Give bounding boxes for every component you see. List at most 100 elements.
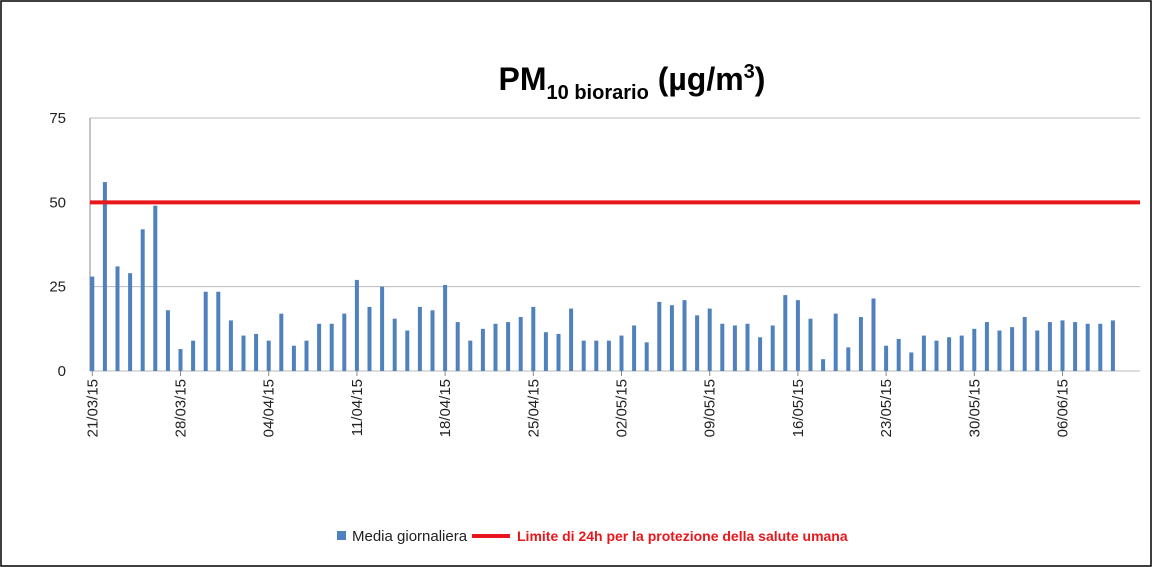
bar <box>480 328 485 371</box>
bar <box>102 182 107 371</box>
title-superscript: 3 <box>744 61 755 83</box>
bar <box>1047 322 1052 371</box>
bar <box>732 325 737 371</box>
title-part: (µg/m <box>649 61 744 97</box>
bar <box>909 352 914 371</box>
bar <box>997 330 1002 371</box>
x-tick-label: 25/04/15 <box>525 379 542 437</box>
bar <box>543 332 548 371</box>
bar <box>241 335 246 371</box>
bar <box>128 273 133 371</box>
y-tick-label: 25 <box>49 279 66 296</box>
y-tick-label: 75 <box>49 110 66 127</box>
bar <box>984 322 989 371</box>
bar <box>304 340 309 371</box>
bar <box>947 337 952 371</box>
x-tick-label: 18/04/15 <box>437 379 454 437</box>
bar <box>770 325 775 371</box>
x-tick-label: 28/03/15 <box>173 379 190 437</box>
bar <box>1035 330 1040 371</box>
legend-label: Media giornaliera <box>352 528 468 545</box>
y-tick-label: 0 <box>58 363 66 380</box>
bar <box>1073 322 1078 371</box>
bar <box>594 340 599 371</box>
bar <box>720 323 725 371</box>
bar <box>695 315 700 371</box>
x-tick-label: 16/05/15 <box>790 379 807 437</box>
bar <box>808 318 813 371</box>
chart-title: PM10 biorario (µg/m3) <box>499 61 766 104</box>
bar <box>178 349 183 371</box>
legend-label: Limite di 24h per la protezione della sa… <box>517 528 848 544</box>
bar <box>1085 323 1090 371</box>
bar <box>531 306 536 371</box>
bar <box>833 313 838 371</box>
bar <box>203 291 208 371</box>
bar <box>115 266 120 371</box>
bar <box>644 342 649 371</box>
bar <box>405 330 410 371</box>
bar <box>443 284 448 371</box>
bar <box>884 345 889 371</box>
bar <box>317 323 322 371</box>
bar <box>972 328 977 371</box>
bar <box>1010 327 1015 371</box>
bar <box>846 347 851 371</box>
bar <box>468 340 473 371</box>
bar <box>430 310 435 371</box>
bar <box>291 345 296 371</box>
title-subscript: 10 biorario <box>547 82 649 104</box>
x-tick-label: 09/05/15 <box>702 379 719 437</box>
x-tick-label: 04/04/15 <box>261 379 278 437</box>
bar <box>266 340 271 371</box>
bar <box>758 337 763 371</box>
bar <box>795 300 800 371</box>
bar <box>669 305 674 371</box>
bar <box>1060 320 1065 371</box>
bar <box>191 340 196 371</box>
bar <box>657 301 662 371</box>
bar <box>921 335 926 371</box>
bar <box>581 340 586 371</box>
bar <box>392 318 397 371</box>
bar <box>455 322 460 371</box>
bar <box>632 325 637 371</box>
bar <box>1022 317 1027 371</box>
bar <box>682 300 687 371</box>
bar <box>959 335 964 371</box>
bar <box>380 286 385 371</box>
bar <box>165 310 170 371</box>
bar <box>745 323 750 371</box>
bar <box>821 359 826 371</box>
bar <box>518 317 523 371</box>
bar <box>329 323 334 371</box>
bar <box>417 306 422 371</box>
bar <box>153 205 158 371</box>
bar <box>367 306 372 371</box>
bar <box>140 229 145 371</box>
bar <box>90 276 95 371</box>
bar <box>342 313 347 371</box>
bar <box>1098 323 1103 371</box>
x-tick-label: 02/05/15 <box>614 379 631 437</box>
bar <box>858 317 863 371</box>
x-tick-label: 06/06/15 <box>1055 379 1072 437</box>
legend-swatch <box>337 531 346 540</box>
bar <box>707 308 712 371</box>
bar <box>216 291 221 371</box>
bar <box>896 338 901 371</box>
x-tick-label: 11/04/15 <box>349 379 366 436</box>
y-tick-label: 50 <box>49 194 66 211</box>
x-tick-label: 21/03/15 <box>84 379 101 437</box>
bar <box>871 298 876 371</box>
bar <box>556 333 561 371</box>
x-tick-label: 30/05/15 <box>966 379 983 437</box>
bar <box>279 313 284 371</box>
bar <box>354 279 359 371</box>
bar <box>493 323 498 371</box>
bar <box>1110 320 1115 371</box>
title-part: ) <box>755 61 766 97</box>
bar <box>569 308 574 371</box>
